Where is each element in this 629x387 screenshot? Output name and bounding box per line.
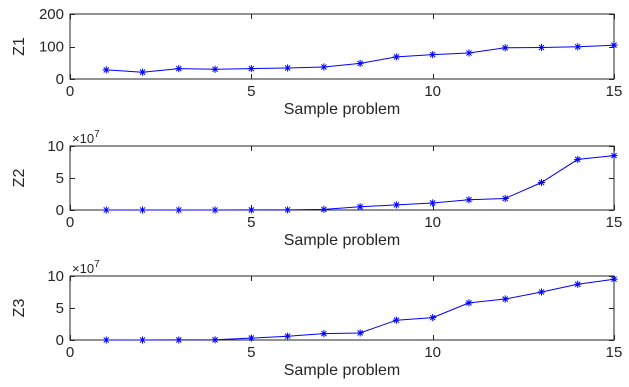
y-tick-label: 10	[47, 138, 64, 155]
data-point-marker	[356, 329, 364, 337]
data-point-marker	[138, 206, 147, 214]
data-point-marker	[356, 203, 364, 211]
data-point-marker	[392, 316, 400, 324]
data-point-marker	[501, 295, 509, 303]
data-point-marker	[284, 64, 292, 72]
y-tick-label: 5	[56, 170, 64, 187]
data-point-marker	[211, 206, 219, 214]
data-point-marker	[102, 206, 110, 214]
data-point-marker	[320, 63, 328, 71]
subplot-2: 0 5 10 15 0 5 10 ×107 Sample problem Z2	[11, 129, 622, 249]
data-point-marker	[429, 314, 437, 322]
x-axis-label: Sample problem	[284, 362, 401, 379]
exponent-base: ×10	[72, 261, 94, 276]
data-point-marker	[610, 41, 618, 49]
data-point-marker	[211, 336, 219, 344]
exponent-power: 7	[94, 129, 100, 140]
x-axis-label: Sample problem	[284, 232, 401, 249]
data-point-marker	[138, 68, 147, 76]
data-point-marker	[465, 49, 473, 57]
x-axis-label: Sample problem	[284, 101, 401, 118]
y-exponent-label: ×107	[72, 129, 100, 146]
data-point-marker	[501, 194, 509, 203]
y-axis-label: Z2	[11, 169, 28, 188]
y-tick-label: 10	[47, 268, 64, 285]
x-tick-label: 0	[66, 214, 74, 231]
data-point-marker	[465, 196, 473, 204]
exponent-power: 7	[94, 259, 100, 270]
data-point-marker	[537, 288, 546, 296]
data-point-marker	[102, 336, 110, 344]
data-point-marker	[320, 205, 328, 213]
subplot-1: 0 5 10 15 0 100 200 Sample problem Z1	[11, 6, 622, 118]
data-point-marker	[392, 53, 400, 61]
subplot-3: 0 5 10 15 0 5 10 ×107 Sample problem Z3	[11, 259, 622, 379]
data-point-marker	[537, 178, 546, 187]
data-point-marker	[465, 299, 473, 307]
data-point-marker	[501, 44, 509, 52]
data-point-marker	[429, 51, 437, 59]
x-tick-label: 0	[66, 83, 74, 100]
axes-box	[69, 275, 615, 341]
y-tick-label: 200	[39, 6, 64, 23]
x-tick-label: 5	[247, 344, 255, 361]
x-tick-label: 5	[247, 83, 255, 100]
data-point-marker	[284, 206, 292, 214]
y-exponent-label: ×107	[72, 259, 100, 276]
data-point-marker	[429, 199, 437, 207]
y-axis-label: Z1	[11, 37, 28, 56]
y-axis-label: Z3	[11, 299, 28, 318]
x-tick-label: 5	[247, 214, 255, 231]
data-point-marker	[537, 43, 546, 52]
data-point-marker	[284, 332, 292, 340]
x-tick-label: 15	[606, 83, 623, 100]
y-tick-label: 5	[56, 300, 64, 317]
data-point-marker	[247, 65, 255, 73]
data-point-marker	[102, 66, 110, 74]
y-tick-label: 0	[56, 71, 64, 88]
data-point-marker	[610, 152, 618, 160]
exponent-base: ×10	[72, 131, 94, 146]
data-point-marker	[574, 280, 582, 288]
y-tick-label: 0	[56, 332, 64, 349]
data-point-marker	[175, 206, 183, 214]
x-tick-label: 15	[606, 214, 623, 231]
data-point-marker	[392, 201, 400, 209]
axes-box	[69, 145, 615, 211]
x-tick-label: 10	[424, 344, 441, 361]
y-tick-label: 0	[56, 202, 64, 219]
data-point-marker	[138, 336, 147, 344]
data-point-marker	[175, 336, 183, 344]
data-point-marker	[175, 65, 183, 73]
data-point-marker	[574, 43, 582, 51]
x-tick-label: 0	[66, 344, 74, 361]
data-point-marker	[610, 275, 618, 283]
data-point-marker	[574, 155, 582, 164]
axes-box	[69, 13, 615, 80]
data-point-marker	[356, 59, 364, 67]
x-tick-label: 15	[606, 344, 623, 361]
x-tick-label: 10	[424, 83, 441, 100]
data-point-marker	[247, 334, 255, 342]
data-point-marker	[320, 330, 328, 338]
data-point-marker	[211, 65, 219, 73]
x-tick-label: 10	[424, 214, 441, 231]
data-point-marker	[247, 206, 255, 214]
y-tick-label: 100	[39, 39, 64, 56]
